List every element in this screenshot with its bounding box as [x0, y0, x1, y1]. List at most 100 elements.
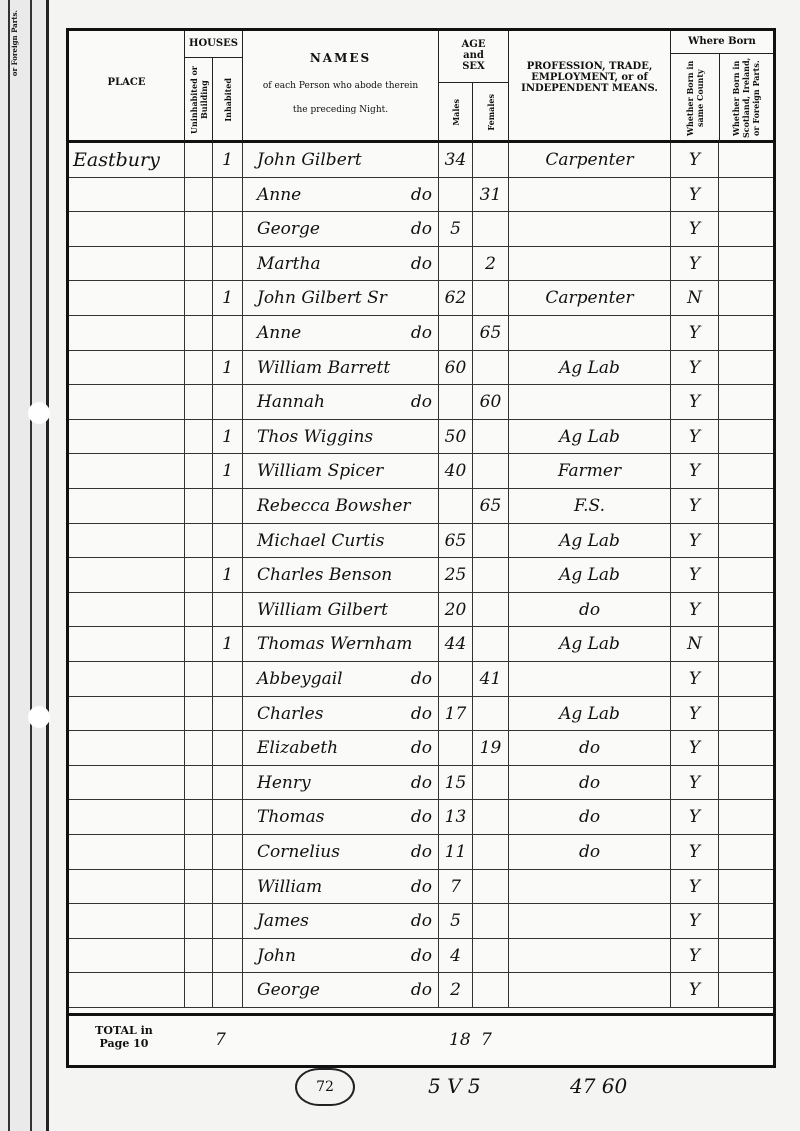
- cell-f: [473, 419, 509, 454]
- cell-foreign: [719, 524, 773, 558]
- cell-name: Abbeygail do: [243, 662, 439, 696]
- cell-place: [69, 212, 185, 246]
- same-county-label: Whether Born in same County: [684, 60, 705, 136]
- cell-f: [473, 523, 509, 558]
- cell-m: 15: [439, 765, 473, 800]
- table-row: 1 Thos Wiggins 50 Ag Lab Y: [69, 419, 773, 455]
- age-sex-label: AGE and SEX: [439, 31, 508, 83]
- cell-uninh: [185, 523, 213, 558]
- cell-prof: Ag Lab: [509, 558, 671, 592]
- cell-uninh: [185, 316, 213, 350]
- cell-prof: Ag Lab: [509, 627, 671, 661]
- cell-foreign: [719, 212, 773, 246]
- cell-uninh: [185, 592, 213, 627]
- table-row: Henry do 15 do Y: [69, 765, 773, 801]
- person-name: Michael Curtis: [257, 530, 385, 551]
- cell-inh: [213, 731, 243, 765]
- cell-inh: [213, 835, 243, 869]
- ditto-mark: do: [410, 219, 432, 240]
- ditto-mark: do: [410, 703, 432, 724]
- cell-place: [69, 731, 185, 765]
- cell-inh: [213, 938, 243, 973]
- person-name: Cornelius: [257, 842, 340, 862]
- cell-born: Y: [671, 938, 719, 973]
- cell-prof: Ag Lab: [509, 350, 671, 385]
- cell-place: [69, 869, 185, 904]
- cell-place: [69, 523, 185, 558]
- where-born-label: Where Born: [671, 31, 773, 54]
- ditto-mark: do: [410, 807, 432, 828]
- cell-born: Y: [671, 454, 719, 488]
- cell-uninh: [185, 281, 213, 315]
- ditto-mark: do: [410, 669, 432, 689]
- cell-foreign: [719, 939, 773, 973]
- cell-name: Charles Benson: [243, 558, 439, 592]
- cell-m: 2: [439, 973, 473, 1007]
- ditto-mark: do: [410, 772, 432, 793]
- ditto-mark: do: [410, 253, 432, 274]
- inhabited-label: Inhabited: [222, 78, 233, 122]
- cell-born: Y: [671, 869, 719, 904]
- cell-place: [69, 662, 185, 696]
- cell-m: 40: [439, 454, 473, 488]
- cell-f: 19: [473, 731, 509, 765]
- cell-inh: 1: [213, 454, 243, 488]
- person-name: Rebecca Bowsher: [257, 496, 411, 516]
- cell-foreign: [719, 281, 773, 315]
- cell-name: John Gilbert Sr: [243, 281, 439, 315]
- cell-name: John Gilbert: [243, 143, 439, 177]
- cell-foreign: [719, 316, 773, 350]
- cell-f: [473, 454, 509, 488]
- cell-inh: [213, 869, 243, 904]
- person-name: Anne: [257, 184, 302, 205]
- cell-m: 13: [439, 800, 473, 834]
- cell-uninh: [185, 627, 213, 661]
- cell-foreign: [719, 454, 773, 488]
- cell-name: Cornelius do: [243, 835, 439, 869]
- cell-uninh: [185, 489, 213, 523]
- cell-f: [473, 869, 509, 904]
- ditto-mark: do: [410, 842, 432, 862]
- cell-born: Y: [671, 419, 719, 454]
- cell-inh: 1: [213, 350, 243, 385]
- cell-m: 7: [439, 869, 473, 904]
- header-place: PLACE: [69, 31, 185, 143]
- punch-hole: [28, 706, 50, 728]
- cell-born: Y: [671, 835, 719, 869]
- cell-prof: [509, 212, 671, 246]
- cell-born: Y: [671, 350, 719, 385]
- cell-m: 25: [439, 558, 473, 592]
- cell-place: [69, 281, 185, 315]
- cell-m: 34: [439, 143, 473, 177]
- cell-foreign: [719, 489, 773, 523]
- cell-m: [439, 731, 473, 765]
- cell-uninh: [185, 558, 213, 592]
- cell-f: 31: [473, 177, 509, 212]
- cell-m: [439, 385, 473, 419]
- cell-name: John do: [243, 938, 439, 973]
- table-row: Abbeygail do 41 Y: [69, 662, 773, 697]
- cell-f: 2: [473, 246, 509, 281]
- cell-name: Anne do: [243, 316, 439, 350]
- cell-inh: [213, 662, 243, 696]
- cell-name: Thomas Wernham: [243, 627, 439, 661]
- cell-prof: Farmer: [509, 454, 671, 488]
- cell-foreign: [719, 558, 773, 592]
- cell-born: Y: [671, 662, 719, 696]
- cell-place: [69, 627, 185, 661]
- person-name: Charles Benson: [257, 565, 393, 586]
- cell-f: [473, 800, 509, 834]
- ditto-mark: do: [410, 980, 432, 1001]
- cell-f: 65: [473, 489, 509, 523]
- cell-m: [439, 662, 473, 696]
- cell-foreign: [719, 870, 773, 904]
- ditto-mark: do: [410, 945, 432, 966]
- cell-prof: [509, 316, 671, 350]
- ditto-mark: do: [410, 392, 432, 413]
- cell-name: James do: [243, 904, 439, 938]
- total-label: TOTAL in Page 10: [95, 1024, 153, 1050]
- table-row: Charles do 17 Ag Lab Y: [69, 696, 773, 732]
- cell-inh: [213, 523, 243, 558]
- person-name: John Gilbert: [257, 150, 362, 170]
- reference-note: 47 60: [570, 1074, 628, 1098]
